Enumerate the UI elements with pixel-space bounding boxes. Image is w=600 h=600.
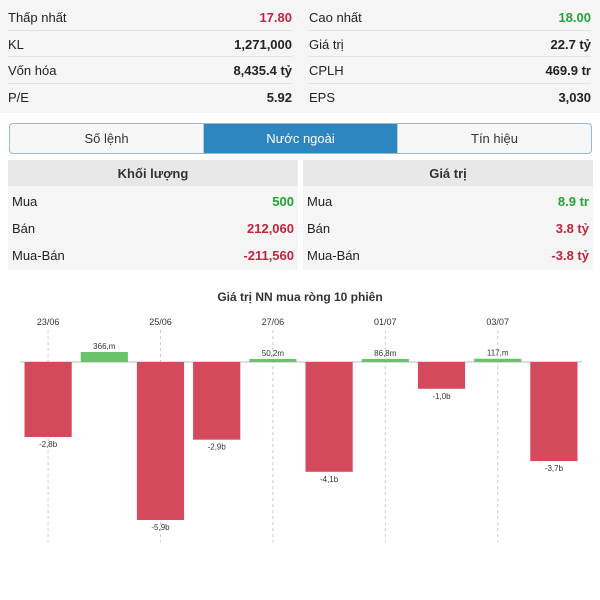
row-value: -3.8 tỷ bbox=[551, 247, 589, 263]
stat-label: KL bbox=[8, 36, 24, 52]
divider bbox=[309, 30, 591, 31]
stat-row-high: Cao nhất 18.00 bbox=[309, 4, 591, 30]
table-row-net: Mua-Bán -211,560 bbox=[8, 242, 298, 268]
bar-value-label: 366,m bbox=[93, 342, 116, 351]
bar-value-label: -3,7b bbox=[545, 464, 564, 473]
stat-row-eps: EPS 3,030 bbox=[309, 84, 591, 110]
bar bbox=[530, 362, 578, 462]
tab-signals[interactable]: Tín hiệu bbox=[471, 131, 518, 146]
foreign-volume-table: Khối lượng Mua 500 Bán 212,060 Mua-Bán -… bbox=[8, 160, 298, 270]
bar bbox=[136, 362, 185, 520]
x-tick-label: 01/07 bbox=[374, 317, 397, 327]
bar-value-label: 86,8m bbox=[374, 349, 397, 358]
tab-bar: Số lệnh Nước ngoài Tín hiệu bbox=[9, 123, 592, 154]
stat-row-volume: KL 1,271,000 bbox=[8, 31, 292, 57]
x-tick-label: 25/06 bbox=[149, 317, 172, 327]
tab-foreign[interactable]: Nước ngoài bbox=[204, 124, 398, 153]
stat-label: Giá trị bbox=[309, 36, 344, 52]
bar-value-label: -4,1b bbox=[320, 475, 339, 484]
row-value: 8.9 tr bbox=[557, 193, 589, 209]
stat-value: 3,030 bbox=[558, 89, 591, 105]
row-label: Bán bbox=[307, 220, 331, 236]
bar bbox=[417, 362, 466, 389]
divider bbox=[8, 30, 292, 31]
divider bbox=[309, 83, 591, 84]
stat-row-shares: CPLH 469.9 tr bbox=[309, 57, 591, 83]
stat-value: 22.7 tỷ bbox=[550, 36, 591, 52]
stat-value: 18.00 bbox=[558, 9, 591, 25]
bar-value-label: -5,9b bbox=[151, 523, 170, 532]
bar bbox=[361, 359, 409, 362]
table-row-net: Mua-Bán -3.8 tỷ bbox=[303, 242, 593, 268]
row-label: Mua-Bán bbox=[307, 247, 360, 263]
tab-order-count[interactable]: Số lệnh bbox=[10, 124, 204, 153]
bar-value-label: 50,2m bbox=[262, 349, 285, 358]
stat-label: P/E bbox=[8, 89, 29, 105]
table-row-sell: Bán 212,060 bbox=[8, 215, 298, 241]
bar bbox=[193, 362, 241, 440]
stat-label: CPLH bbox=[309, 62, 344, 78]
row-value: 212,060 bbox=[247, 220, 294, 236]
bar-value-label: 117,m bbox=[487, 349, 509, 358]
stat-value: 1,271,000 bbox=[234, 36, 292, 52]
stat-value: 469.9 tr bbox=[545, 62, 591, 78]
stat-row-low: Thấp nhất 17.80 bbox=[8, 4, 292, 30]
stat-label: EPS bbox=[309, 89, 336, 105]
stat-label: Cao nhất bbox=[309, 9, 362, 25]
row-label: Mua-Bán bbox=[12, 247, 65, 263]
bar-value-label: -2,9b bbox=[208, 443, 227, 452]
stock-stats-panel: Thấp nhất 17.80 KL 1,271,000 Vốn hóa 8,4… bbox=[0, 0, 600, 113]
table-row-sell: Bán 3.8 tỷ bbox=[303, 215, 593, 241]
stat-row-value: Giá trị 22.7 tỷ bbox=[309, 31, 591, 57]
table-header: Khối lượng bbox=[8, 160, 298, 186]
bar-value-label: -1,0b bbox=[432, 392, 451, 401]
divider bbox=[309, 56, 591, 57]
stat-row-market-cap: Vốn hóa 8,435.4 tỷ bbox=[8, 57, 292, 83]
x-tick-label: 27/06 bbox=[262, 317, 285, 327]
table-row-buy: Mua 8.9 tr bbox=[303, 188, 593, 214]
bar bbox=[24, 362, 72, 437]
divider bbox=[8, 56, 292, 57]
stat-row-pe: P/E 5.92 bbox=[8, 84, 292, 110]
x-tick-label: 03/07 bbox=[486, 317, 509, 327]
stat-label: Vốn hóa bbox=[8, 62, 57, 78]
row-value: 3.8 tỷ bbox=[555, 220, 589, 236]
foreign-value-table: Giá trị Mua 8.9 tr Bán 3.8 tỷ Mua-Bán -3… bbox=[303, 160, 593, 270]
bar bbox=[249, 359, 297, 362]
divider bbox=[8, 83, 292, 84]
bar bbox=[305, 362, 353, 472]
row-label: Mua bbox=[12, 193, 38, 209]
row-label: Bán bbox=[12, 220, 36, 236]
chart-title: Giá trị NN mua ròng 10 phiên bbox=[217, 290, 383, 304]
stat-value: 8,435.4 tỷ bbox=[233, 62, 292, 78]
row-value: 500 bbox=[272, 193, 294, 209]
net-buy-bar-chart: 23/06 25/06 27/06 01/07 03/07 -2,8b 366,m -5,9b… bbox=[20, 317, 582, 542]
stat-value: 17.80 bbox=[259, 9, 292, 25]
table-row-buy: Mua 500 bbox=[8, 188, 298, 214]
table-header: Giá trị bbox=[303, 160, 593, 186]
bar bbox=[474, 358, 522, 362]
row-label: Mua bbox=[307, 193, 333, 209]
bar-value-label: -2,8b bbox=[39, 440, 58, 449]
stat-value: 5.92 bbox=[266, 89, 292, 105]
x-tick-label: 23/06 bbox=[37, 317, 60, 327]
stat-label: Thấp nhất bbox=[8, 9, 67, 25]
row-value: -211,560 bbox=[243, 247, 294, 263]
bar bbox=[80, 352, 128, 362]
